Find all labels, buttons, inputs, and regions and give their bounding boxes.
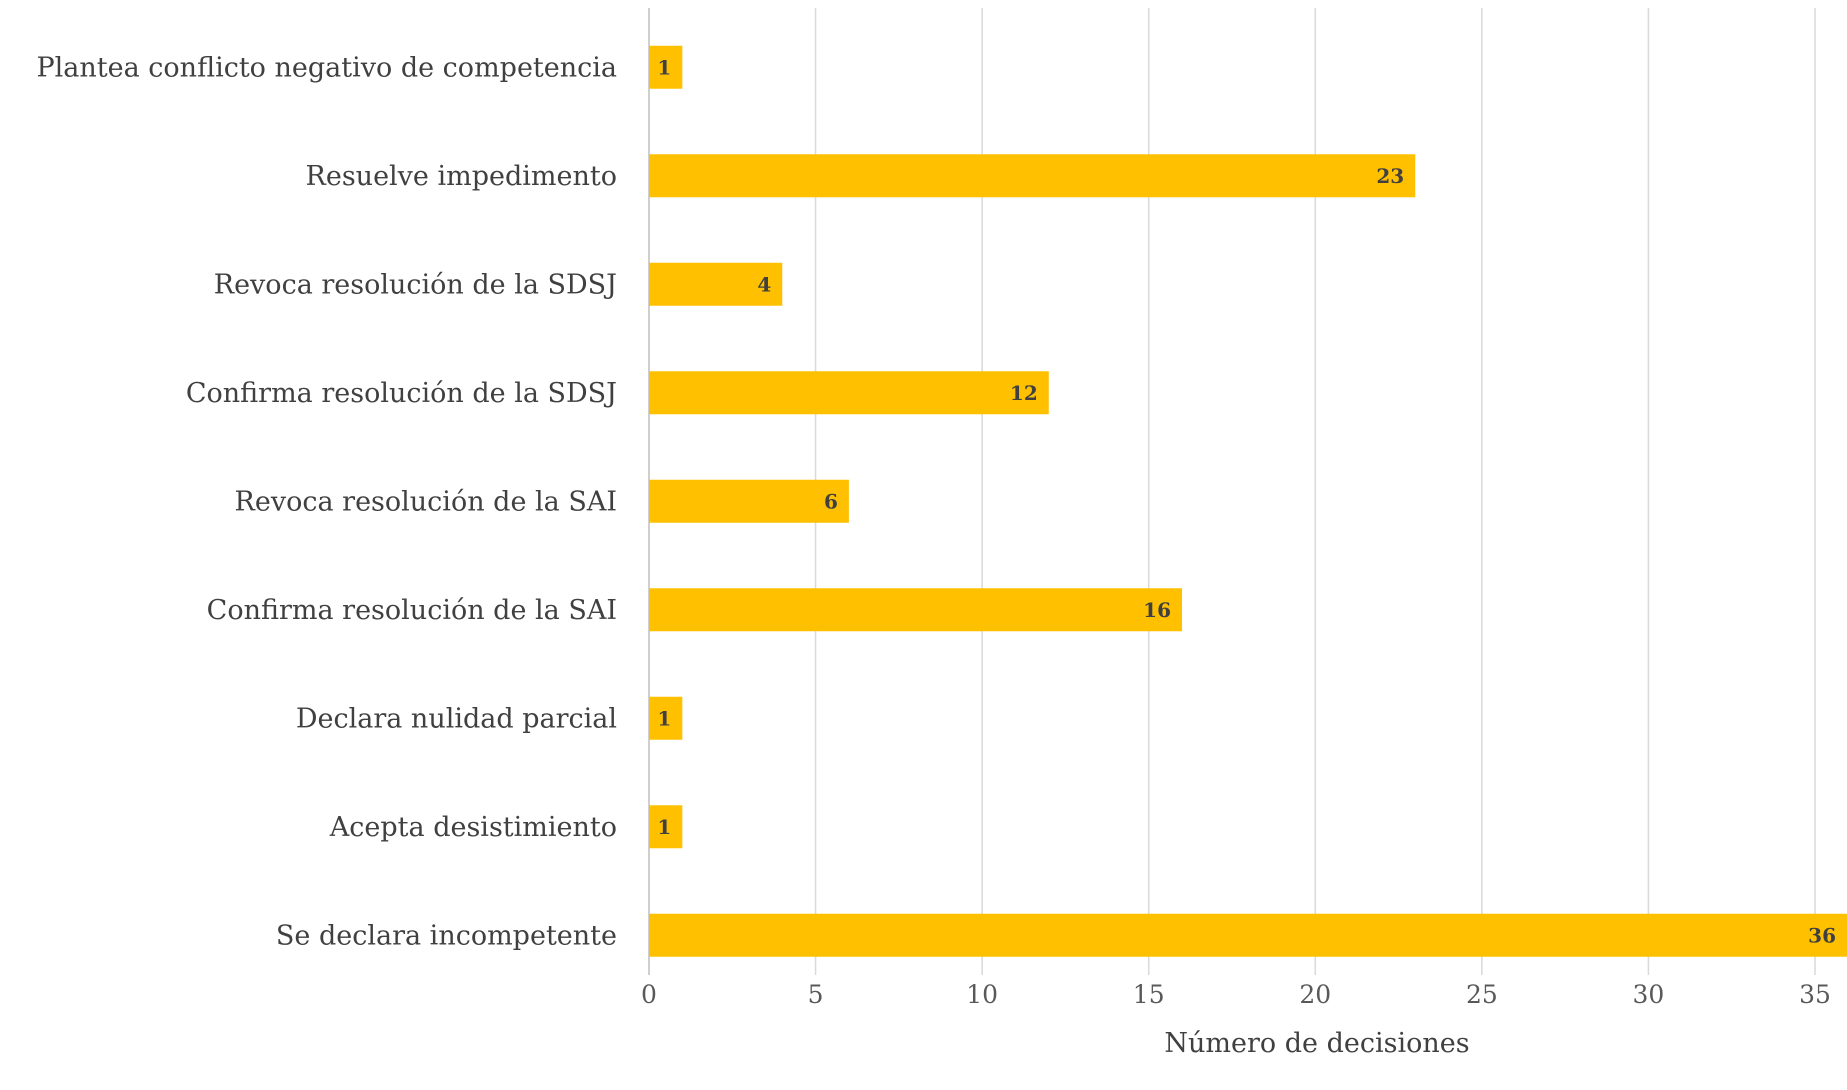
x-tick-label: 25 (1466, 980, 1498, 1009)
x-tick-label: 10 (966, 980, 998, 1009)
data-label: 6 (824, 489, 838, 513)
data-label: 1 (657, 706, 671, 730)
data-label: 16 (1143, 598, 1171, 622)
bar (649, 696, 683, 740)
category-label: Declara nulidad parcial (296, 703, 617, 734)
tick-labels: 0 5 10 15 20 25 30 35 (641, 980, 1831, 1009)
data-label: 12 (1010, 381, 1038, 405)
category-label: Revoca resolución de la SAI (235, 486, 617, 517)
x-tick-label: 0 (641, 980, 657, 1009)
category-label: Resuelve impedimento (306, 161, 617, 192)
bar (649, 805, 683, 849)
x-tick-label: 30 (1633, 980, 1665, 1009)
x-tick-label: 5 (808, 980, 824, 1009)
category-labels: Plantea conflicto negativo de competenci… (37, 52, 618, 951)
data-label: 36 (1808, 923, 1836, 947)
bar (649, 262, 783, 306)
category-label: Se declara incompetente (276, 920, 617, 951)
category-label: Confirma resolución de la SAI (207, 595, 617, 626)
x-tick-label: 15 (1133, 980, 1165, 1009)
bar (649, 479, 849, 523)
bar (649, 371, 1049, 415)
data-label: 23 (1376, 164, 1404, 188)
x-axis-title: Número de decisiones (1164, 1028, 1469, 1059)
bars: 1 23 4 12 6 16 1 1 36 (649, 45, 1847, 957)
category-label: Confirma resolución de la SDSJ (186, 378, 617, 409)
category-label: Revoca resolución de la SDSJ (214, 269, 617, 300)
data-label: 1 (657, 55, 671, 79)
x-tick-label: 20 (1299, 980, 1331, 1009)
category-label: Plantea conflicto negativo de competenci… (37, 52, 618, 83)
data-label: 1 (657, 815, 671, 839)
bar (649, 45, 683, 89)
x-tick-label: 35 (1799, 980, 1831, 1009)
data-label: 4 (757, 272, 771, 296)
category-label: Acepta desistimiento (329, 812, 617, 843)
bar (649, 588, 1183, 632)
bar (649, 913, 1847, 957)
bar (649, 154, 1416, 198)
